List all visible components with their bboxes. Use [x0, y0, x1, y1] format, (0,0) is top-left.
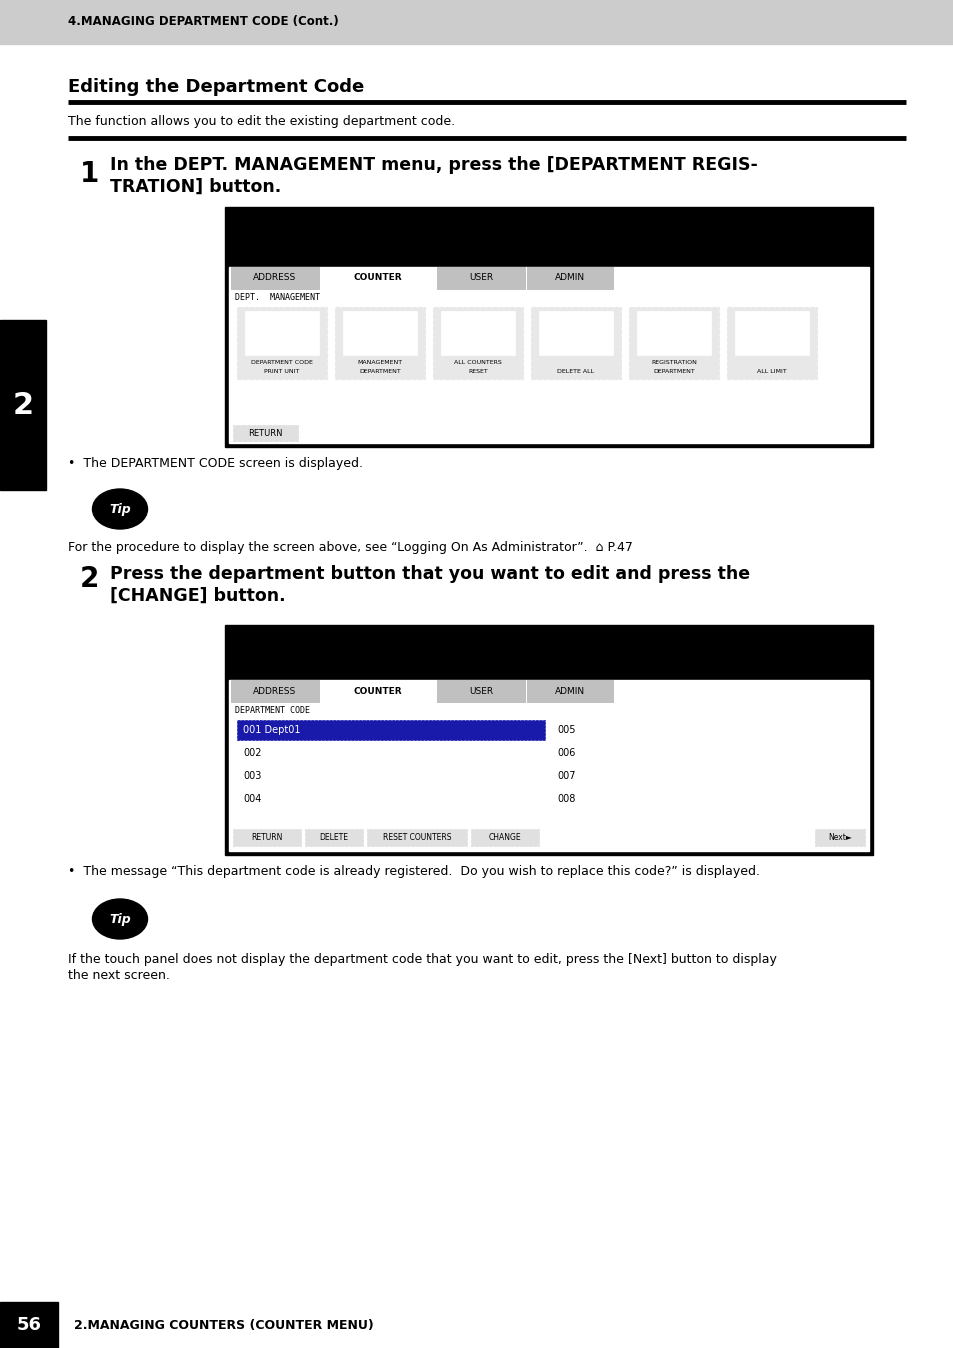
Bar — [343, 311, 416, 355]
Text: 004: 004 — [243, 794, 261, 803]
Bar — [229, 267, 868, 443]
Bar — [526, 679, 613, 702]
Text: 001 Dept01: 001 Dept01 — [243, 725, 300, 735]
Text: RESET COUNTERS: RESET COUNTERS — [382, 833, 451, 841]
Text: ALL COUNTERS: ALL COUNTERS — [454, 360, 501, 365]
Text: Press the department button that you want to edit and press the: Press the department button that you wan… — [110, 565, 749, 582]
Text: RETURN: RETURN — [248, 429, 282, 438]
Text: 005: 005 — [557, 725, 575, 735]
Bar — [320, 267, 435, 288]
Text: DELETE: DELETE — [319, 833, 348, 841]
Text: [CHANGE] button.: [CHANGE] button. — [110, 586, 285, 605]
Text: DEPT.  MANAGEMENT: DEPT. MANAGEMENT — [234, 293, 319, 302]
Bar — [236, 766, 544, 786]
Text: MANAGEMENT: MANAGEMENT — [357, 360, 402, 365]
Bar — [0, 319, 46, 491]
Bar — [367, 829, 467, 847]
Bar — [231, 267, 318, 288]
Bar — [436, 267, 524, 288]
Bar — [814, 829, 864, 847]
Bar — [436, 679, 524, 702]
Bar — [538, 311, 613, 355]
Text: ADMIN: ADMIN — [555, 686, 584, 696]
Bar — [233, 829, 301, 847]
Text: 003: 003 — [243, 771, 261, 780]
Text: USER: USER — [469, 686, 493, 696]
Text: For the procedure to display the screen above, see “Logging On As Administrator”: For the procedure to display the screen … — [68, 541, 632, 554]
Bar — [236, 743, 544, 763]
Text: DELETE ALL: DELETE ALL — [557, 369, 594, 373]
Text: Next►: Next► — [827, 833, 851, 841]
Text: ADDRESS: ADDRESS — [253, 686, 296, 696]
Bar — [225, 625, 872, 855]
Text: DEPARTMENT CODE: DEPARTMENT CODE — [251, 360, 313, 365]
Text: 2: 2 — [80, 565, 99, 593]
Bar — [0, 1302, 58, 1348]
Text: COUNTER: COUNTER — [354, 274, 402, 283]
Text: Tip: Tip — [109, 503, 131, 515]
Bar — [0, 1302, 953, 1348]
Bar — [531, 307, 620, 379]
Bar — [305, 829, 363, 847]
Text: RESET: RESET — [468, 369, 487, 373]
Text: 006: 006 — [557, 748, 575, 758]
Bar — [551, 789, 858, 809]
Bar — [245, 311, 318, 355]
Text: Editing the Department Code: Editing the Department Code — [68, 78, 364, 96]
Bar — [628, 307, 719, 379]
Bar — [231, 679, 318, 702]
Text: •  The message “This department code is already registered.  Do you wish to repl: • The message “This department code is a… — [68, 865, 760, 878]
Text: REGISTRATION: REGISTRATION — [650, 360, 697, 365]
Text: 002: 002 — [243, 748, 261, 758]
Bar — [236, 307, 327, 379]
Text: In the DEPT. MANAGEMENT menu, press the [DEPARTMENT REGIS-: In the DEPT. MANAGEMENT menu, press the … — [110, 156, 757, 174]
Text: CHANGE: CHANGE — [488, 833, 520, 841]
Bar — [335, 307, 424, 379]
Text: PRINT UNIT: PRINT UNIT — [264, 369, 299, 373]
Text: 007: 007 — [557, 771, 575, 780]
Bar — [233, 425, 297, 441]
Text: 56: 56 — [16, 1316, 42, 1335]
Bar — [551, 766, 858, 786]
Bar — [551, 743, 858, 763]
Text: DEPARTMENT: DEPARTMENT — [653, 369, 694, 373]
Text: the next screen.: the next screen. — [68, 969, 170, 981]
Bar — [229, 679, 868, 851]
Bar — [526, 267, 613, 288]
Bar — [726, 307, 816, 379]
Text: 008: 008 — [557, 794, 575, 803]
Bar — [236, 720, 544, 740]
Bar — [471, 829, 538, 847]
Ellipse shape — [92, 489, 148, 528]
Text: USER: USER — [469, 274, 493, 283]
Text: 4.MANAGING DEPARTMENT CODE (Cont.): 4.MANAGING DEPARTMENT CODE (Cont.) — [68, 15, 338, 28]
Text: DEPARTMENT: DEPARTMENT — [358, 369, 400, 373]
Text: Tip: Tip — [109, 913, 131, 926]
Bar — [433, 307, 522, 379]
Text: TRATION] button.: TRATION] button. — [110, 178, 281, 195]
Bar — [440, 311, 515, 355]
Text: ADMIN: ADMIN — [555, 274, 584, 283]
Text: The function allows you to edit the existing department code.: The function allows you to edit the exis… — [68, 115, 455, 128]
Text: •  The DEPARTMENT CODE screen is displayed.: • The DEPARTMENT CODE screen is displaye… — [68, 457, 363, 470]
Bar — [320, 679, 435, 702]
Bar — [551, 720, 858, 740]
Text: ALL LIMIT: ALL LIMIT — [757, 369, 786, 373]
Text: 2: 2 — [12, 391, 33, 419]
Bar — [734, 311, 808, 355]
Text: ADDRESS: ADDRESS — [253, 274, 296, 283]
Text: RETURN: RETURN — [251, 833, 282, 841]
Text: 1: 1 — [80, 160, 99, 187]
Text: COUNTER: COUNTER — [354, 686, 402, 696]
Bar — [236, 789, 544, 809]
Bar — [0, 0, 953, 44]
Ellipse shape — [92, 899, 148, 940]
Text: 2.MANAGING COUNTERS (COUNTER MENU): 2.MANAGING COUNTERS (COUNTER MENU) — [74, 1318, 374, 1332]
Text: DEPARTMENT CODE: DEPARTMENT CODE — [234, 706, 310, 714]
Bar — [225, 208, 872, 448]
Text: If the touch panel does not display the department code that you want to edit, p: If the touch panel does not display the … — [68, 953, 776, 967]
Bar — [637, 311, 710, 355]
